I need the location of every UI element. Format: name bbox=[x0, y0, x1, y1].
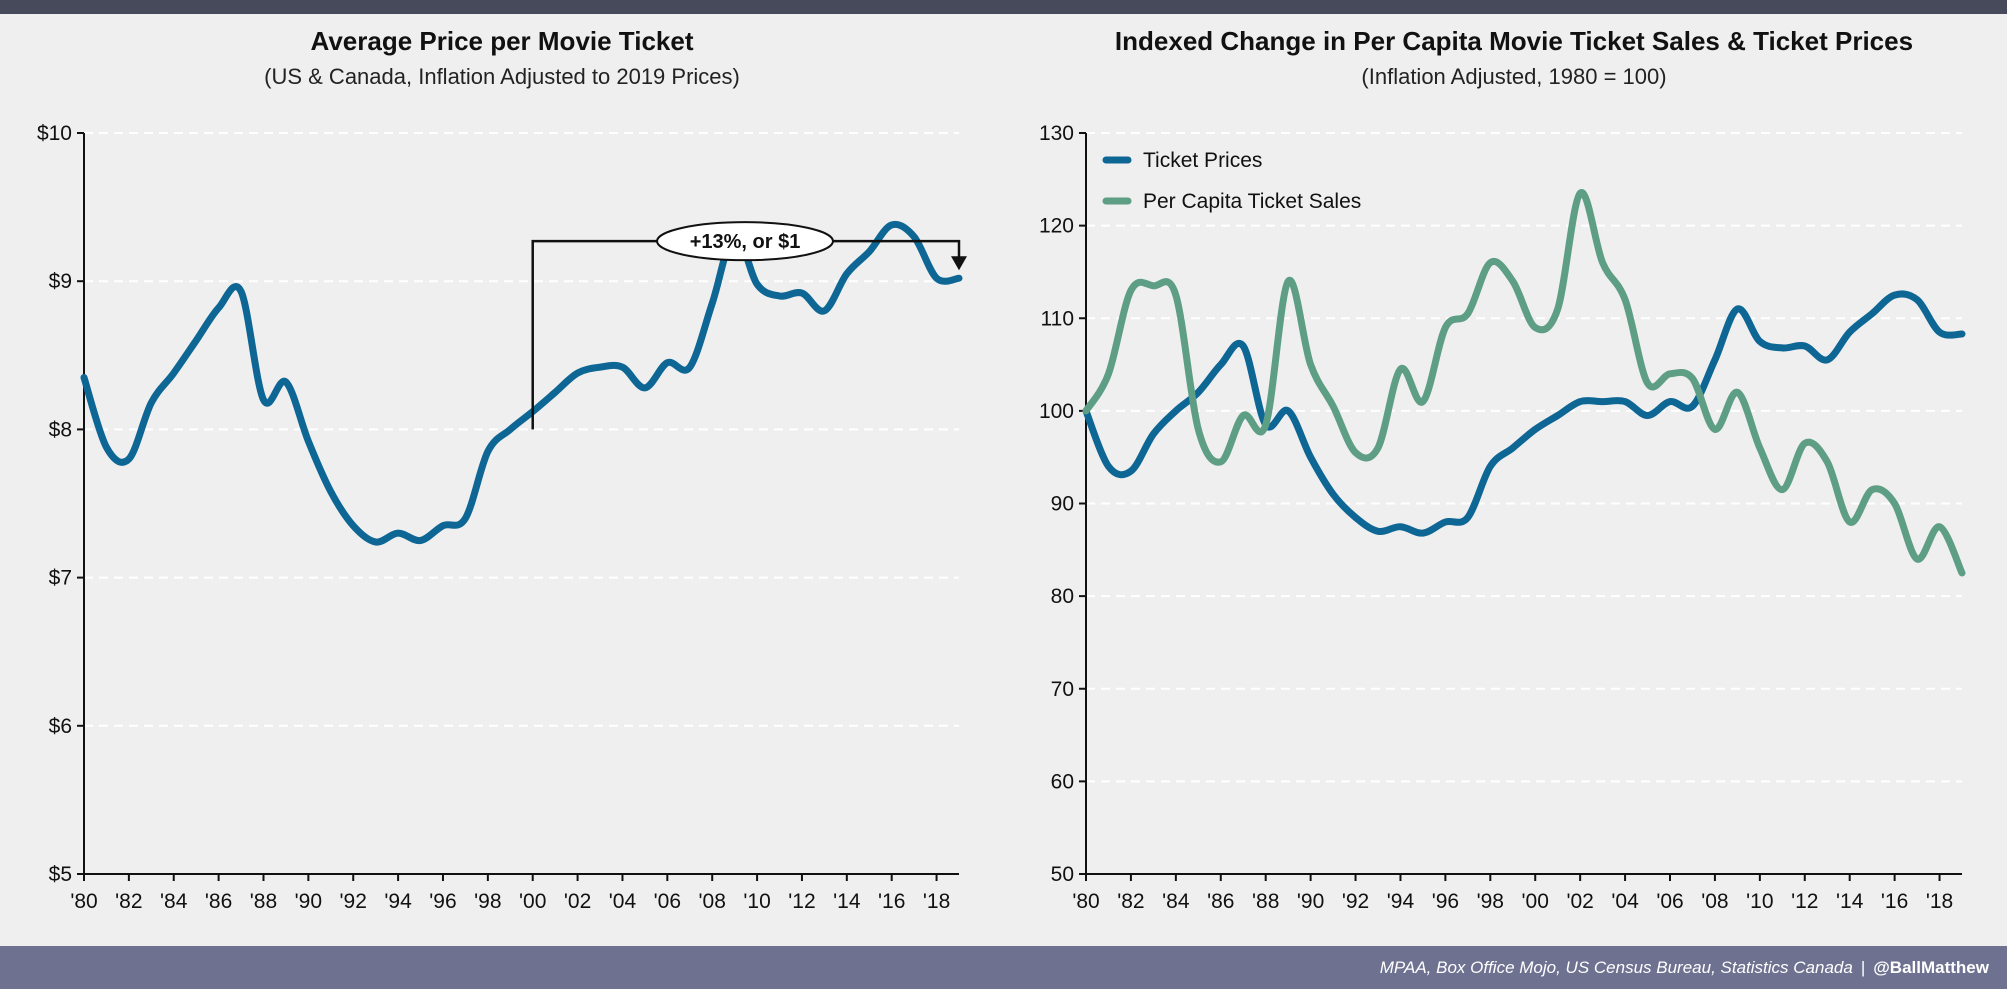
left-x-tick-label: '00 bbox=[519, 890, 546, 913]
left-x-tick-label: '92 bbox=[340, 890, 367, 913]
left-x-tick-label: '08 bbox=[699, 890, 726, 913]
right-x-tick-label: '10 bbox=[1746, 890, 1773, 913]
right-x-tick-label: '00 bbox=[1522, 890, 1549, 913]
annotation-arrowhead bbox=[951, 256, 967, 271]
left-y-tick-label: $10 bbox=[37, 122, 72, 145]
right-x-tick-label: '08 bbox=[1701, 890, 1728, 913]
right-x-tick-label: '92 bbox=[1342, 890, 1369, 913]
left-x-tick-label: '10 bbox=[743, 890, 770, 913]
left-x-tick-label: '04 bbox=[609, 890, 637, 913]
right-y-tick-label: 110 bbox=[1041, 307, 1074, 330]
left-x-tick-label: '16 bbox=[878, 890, 905, 913]
left-x-tick-label: '82 bbox=[115, 890, 142, 913]
left-y-tick-label: $9 bbox=[49, 270, 72, 293]
footer-separator: | bbox=[1860, 958, 1866, 977]
right-x-tick-label: '94 bbox=[1387, 890, 1415, 913]
right-y-tick-label: 120 bbox=[1039, 215, 1074, 238]
left-y-tick-label: $7 bbox=[49, 567, 72, 590]
legend-label: Per Capita Ticket Sales bbox=[1143, 190, 1361, 213]
right-x-tick-label: '06 bbox=[1656, 890, 1683, 913]
right-y-tick-label: 130 bbox=[1039, 122, 1074, 145]
right-x-tick-label: '86 bbox=[1207, 890, 1234, 913]
footer-handle: @BallMatthew bbox=[1873, 958, 1989, 977]
right-series-line-per-capita-ticket-sales bbox=[1082, 189, 1966, 577]
right-y-tick-label: 90 bbox=[1051, 493, 1074, 516]
left-y-tick-label: $6 bbox=[49, 715, 72, 738]
footer-credits: MPAA, Box Office Mojo, US Census Bureau,… bbox=[1380, 958, 1989, 978]
left-chart-title: Average Price per Movie Ticket bbox=[311, 26, 694, 56]
top-bar bbox=[0, 0, 2007, 14]
right-x-tick-label: '82 bbox=[1117, 890, 1144, 913]
left-series-line-0 bbox=[80, 220, 963, 546]
left-y-tick-label: $8 bbox=[49, 418, 72, 441]
annotation-bubble bbox=[656, 221, 834, 262]
left-x-tick-label: '94 bbox=[384, 890, 412, 913]
right-x-tick-label: '98 bbox=[1477, 890, 1504, 913]
charts-canvas: Average Price per Movie Ticket (US & Can… bbox=[37, 26, 1966, 913]
left-x-tick-label: '12 bbox=[788, 890, 815, 913]
left-x-tick-label: '80 bbox=[70, 890, 97, 913]
left-x-tick-label: '84 bbox=[160, 890, 188, 913]
right-x-tick-label: '96 bbox=[1432, 890, 1459, 913]
left-chart-subtitle: (US & Canada, Inflation Adjusted to 2019… bbox=[264, 64, 740, 89]
left-x-tick-label: '90 bbox=[295, 890, 322, 913]
right-series-line-ticket-prices bbox=[1082, 290, 1966, 537]
right-x-tick-label: '88 bbox=[1252, 890, 1279, 913]
right-x-tick-label: '02 bbox=[1566, 890, 1593, 913]
right-x-tick-label: '04 bbox=[1611, 890, 1639, 913]
right-y-tick-label: 100 bbox=[1039, 400, 1074, 423]
left-x-tick-label: '98 bbox=[474, 890, 501, 913]
left-y-tick-label: $5 bbox=[49, 863, 72, 886]
left-x-tick-label: '06 bbox=[654, 890, 681, 913]
left-x-tick-label: '88 bbox=[250, 890, 277, 913]
right-chart-title: Indexed Change in Per Capita Movie Ticke… bbox=[1115, 26, 1913, 56]
right-x-tick-label: '84 bbox=[1162, 890, 1190, 913]
right-x-tick-label: '16 bbox=[1881, 890, 1908, 913]
right-y-tick-label: 60 bbox=[1051, 770, 1074, 793]
footer-sources: MPAA, Box Office Mojo, US Census Bureau,… bbox=[1379, 958, 1853, 977]
left-x-tick-label: '18 bbox=[923, 890, 950, 913]
left-x-tick-label: '86 bbox=[205, 890, 232, 913]
left-x-tick-label: '02 bbox=[564, 890, 591, 913]
legend-label: Ticket Prices bbox=[1143, 149, 1262, 172]
right-y-tick-label: 50 bbox=[1051, 863, 1074, 886]
right-plot-area: 50 60 70 80 90 100 110 120 130 '80 '82 '84 '86 '88 '90… bbox=[1039, 122, 1966, 913]
right-x-tick-label: '90 bbox=[1297, 890, 1324, 913]
left-x-tick-label: '14 bbox=[833, 890, 861, 913]
left-x-tick-label: '96 bbox=[429, 890, 456, 913]
annotation-label: +13%, or $1 bbox=[690, 231, 801, 253]
annotation-bracket bbox=[531, 239, 961, 430]
left-plot-area: $5 $6 $7 $8 $9 $10 '80 '82 '84 '86 '88 '90 '92 '94 '96… bbox=[37, 122, 967, 913]
right-y-tick-label: 80 bbox=[1051, 585, 1074, 608]
right-x-tick-label: '12 bbox=[1791, 890, 1818, 913]
right-y-tick-label: 70 bbox=[1051, 678, 1074, 701]
right-x-tick-label: '14 bbox=[1836, 890, 1864, 913]
right-chart-subtitle: (Inflation Adjusted, 1980 = 100) bbox=[1361, 64, 1666, 89]
right-x-tick-label: '80 bbox=[1072, 890, 1099, 913]
right-x-tick-label: '18 bbox=[1926, 890, 1953, 913]
footer-bar: MPAA, Box Office Mojo, US Census Bureau,… bbox=[0, 946, 2007, 989]
